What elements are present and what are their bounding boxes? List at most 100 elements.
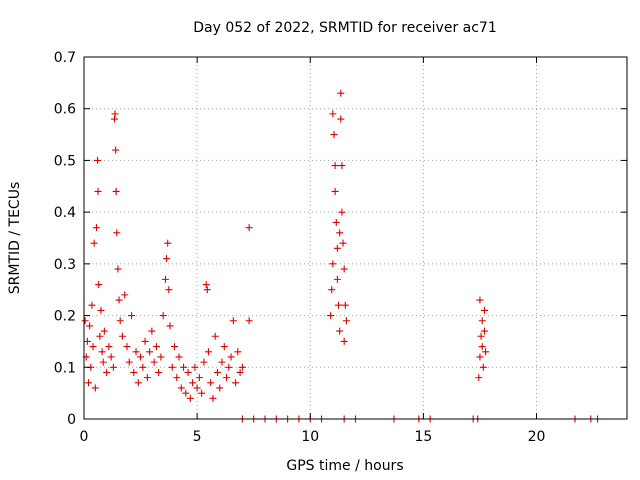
data-point xyxy=(480,327,488,335)
data-point xyxy=(166,322,174,330)
data-point xyxy=(229,317,237,325)
data-point xyxy=(118,332,126,340)
data-point xyxy=(330,131,338,139)
y-tick-label: 0.5 xyxy=(54,153,76,169)
data-point xyxy=(337,89,345,97)
data-point xyxy=(341,301,349,309)
data-point xyxy=(105,343,113,351)
data-point xyxy=(478,343,486,351)
data-point xyxy=(200,358,208,366)
data-point xyxy=(159,312,167,320)
data-point xyxy=(193,384,201,392)
grid-lines xyxy=(84,57,627,419)
plot-frame xyxy=(83,56,628,420)
data-point xyxy=(164,239,172,247)
data-point xyxy=(342,317,350,325)
data-point xyxy=(125,358,133,366)
axis-ticks: 0 0.1 0.2 0.3 0.4 0.5 0.6 0.7 0 5 10 15 20 xyxy=(54,50,627,445)
data-point xyxy=(245,317,253,325)
data-point xyxy=(184,368,192,376)
data-point xyxy=(91,384,99,392)
data-point xyxy=(143,374,151,382)
data-point xyxy=(152,343,160,351)
data-point xyxy=(114,265,122,273)
data-point xyxy=(204,348,212,356)
data-point xyxy=(137,353,145,361)
data-point xyxy=(121,291,129,299)
data-point xyxy=(336,327,344,335)
data-point xyxy=(97,306,105,314)
data-point xyxy=(203,286,211,294)
y-tick-label: 0.2 xyxy=(54,309,76,325)
data-point xyxy=(92,224,100,232)
data-point xyxy=(148,327,156,335)
data-point xyxy=(335,301,343,309)
data-point xyxy=(95,281,103,289)
data-point xyxy=(207,379,215,387)
data-point xyxy=(88,301,96,309)
x-tick-label: 20 xyxy=(528,429,546,445)
data-point xyxy=(329,110,337,118)
data-point xyxy=(123,343,131,351)
data-point xyxy=(327,312,335,320)
data-point xyxy=(223,374,231,382)
data-point xyxy=(332,218,340,226)
data-point xyxy=(213,368,221,376)
data-point xyxy=(195,374,203,382)
data-point xyxy=(134,379,142,387)
x-axis-label: GPS time / hours xyxy=(286,458,403,474)
data-point xyxy=(480,306,488,314)
data-point xyxy=(211,332,219,340)
data-point xyxy=(331,187,339,195)
data-point xyxy=(165,286,173,294)
x-tick-label: 0 xyxy=(80,429,89,445)
data-point xyxy=(232,379,240,387)
data-point xyxy=(107,353,115,361)
data-point xyxy=(86,322,94,330)
data-point xyxy=(234,348,242,356)
data-point xyxy=(238,363,246,371)
data-point xyxy=(337,115,345,123)
data-point xyxy=(109,363,117,371)
y-tick-label: 0.4 xyxy=(54,205,76,221)
data-point xyxy=(168,363,176,371)
x-tick-label: 15 xyxy=(414,429,432,445)
data-point xyxy=(338,208,346,216)
y-tick-label: 0.6 xyxy=(54,102,76,118)
data-point xyxy=(83,337,91,345)
data-point xyxy=(209,394,217,402)
data-point xyxy=(482,348,490,356)
data-point xyxy=(340,337,348,345)
data-point xyxy=(477,332,485,340)
data-point xyxy=(220,343,228,351)
data-point xyxy=(173,374,181,382)
y-tick-label: 0.7 xyxy=(54,50,76,66)
data-point xyxy=(171,343,178,351)
data-point xyxy=(198,389,206,397)
data-point xyxy=(163,255,171,263)
data-point xyxy=(115,296,123,304)
data-point xyxy=(236,368,244,376)
data-point xyxy=(186,394,194,402)
data-point xyxy=(202,281,210,289)
data-point xyxy=(225,363,233,371)
data-point xyxy=(475,374,483,382)
data-point xyxy=(111,110,119,118)
data-point xyxy=(157,353,165,361)
data-point xyxy=(331,162,339,170)
data-point xyxy=(336,229,344,237)
data-point xyxy=(103,368,111,376)
data-point xyxy=(150,358,158,366)
data-point xyxy=(479,363,487,371)
data-point xyxy=(182,389,190,397)
data-point xyxy=(328,286,336,294)
data-point xyxy=(180,363,188,371)
data-point xyxy=(339,239,347,247)
data-point xyxy=(227,353,235,361)
y-axis-label: SRMTID / TECUs xyxy=(7,182,23,295)
data-point xyxy=(338,162,346,170)
data-point xyxy=(94,187,102,195)
x-tick-label: 10 xyxy=(301,429,319,445)
data-point xyxy=(85,379,93,387)
